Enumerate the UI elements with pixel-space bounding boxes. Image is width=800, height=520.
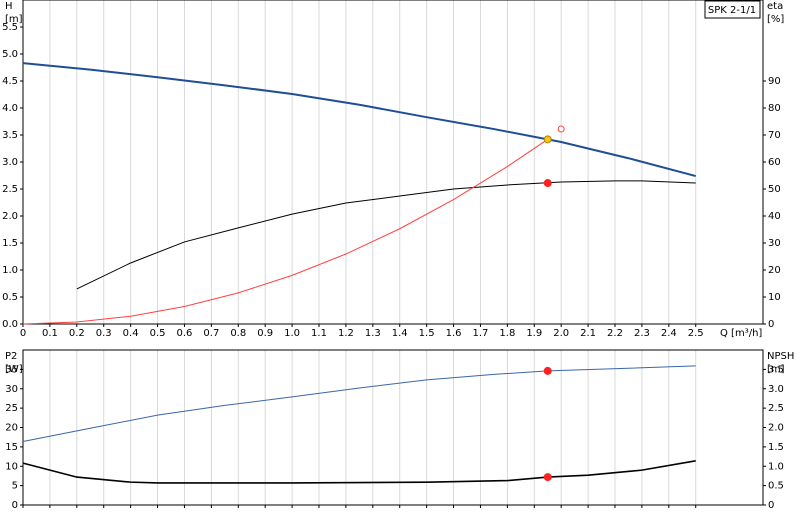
curve: [22, 460, 696, 484]
x-tick-label: 2.5: [688, 328, 704, 339]
x-tick-label: 2.0: [553, 328, 569, 339]
duty-point: [543, 473, 552, 482]
x-tick-label: 0.3: [96, 328, 112, 339]
y-tick-label: 4.5: [2, 76, 18, 87]
y-tick-label: 30: [5, 384, 18, 395]
x-tick-label: 1.3: [365, 328, 381, 339]
y2-tick-label: 3.5: [768, 364, 784, 375]
y2-tick-label: 80: [768, 103, 781, 114]
y2-tick-label: 0: [768, 319, 774, 330]
y-tick-label: 0.5: [2, 292, 18, 303]
x-tick-label: 1.1: [311, 328, 327, 339]
duty-point: [543, 135, 552, 144]
y2-tick-label: 30: [768, 238, 781, 249]
y-tick-label: 15: [5, 442, 18, 453]
y-tick-label: 1.5: [2, 238, 18, 249]
y-tick-label: 20: [5, 423, 18, 434]
y-tick-label: 25: [5, 403, 18, 414]
y-axis-label: H: [5, 1, 13, 12]
y-tick-label: 35: [5, 364, 18, 375]
y2-tick-label: 20: [768, 265, 781, 276]
y2-tick-label: 50: [768, 184, 781, 195]
y-tick-label: 5: [12, 481, 18, 492]
y-tick-label: 0.0: [2, 319, 18, 330]
tag: SPK 2-1/1: [708, 5, 756, 16]
y-tick-label: 2.0: [2, 211, 18, 222]
y2-tick-label: 90: [768, 76, 781, 87]
y2-axis-label: NPSH: [767, 351, 794, 362]
y2-axis-unit: [m]: [767, 364, 785, 375]
curve: [76, 180, 696, 290]
y-tick-label: 2.5: [2, 184, 18, 195]
x-tick-label: 2.2: [607, 328, 623, 339]
x-tick-label: 0.6: [177, 328, 193, 339]
y2-tick-label: 40: [768, 211, 781, 222]
x-tick-label: 0.1: [42, 328, 58, 339]
x-tick-label: 0.4: [123, 328, 139, 339]
y-tick-label: 3.5: [2, 130, 18, 141]
curve: [22, 62, 696, 178]
curve: [22, 138, 549, 325]
x-tick-label: 0: [20, 328, 26, 339]
y2-tick-label: 0: [768, 500, 774, 511]
y2-axis-unit: [%]: [767, 14, 784, 25]
x-tick-label: 1.4: [392, 328, 408, 339]
x-tick-label: 2.1: [580, 328, 596, 339]
x-tick-label: 0.2: [69, 328, 85, 339]
x-tick-label: 1.6: [446, 328, 462, 339]
curve: [22, 365, 696, 442]
y-axis-label: P2: [5, 351, 17, 362]
y-tick-label: 5.5: [2, 22, 18, 33]
y-tick-label: 5.0: [2, 49, 18, 60]
y-tick-label: 4.0: [2, 103, 18, 114]
x-tick-label: 1.2: [338, 328, 354, 339]
y2-tick-label: 2.0: [768, 423, 784, 434]
y-axis-unit: [W]: [5, 364, 23, 375]
y2-tick-label: 3.0: [768, 384, 784, 395]
x-tick-label: 0.9: [257, 328, 273, 339]
y2-tick-label: 60: [768, 157, 781, 168]
y-tick-label: 1.0: [2, 265, 18, 276]
y2-tick-label: 10: [768, 292, 781, 303]
duty-point: [557, 125, 565, 133]
y-tick-label: 0: [12, 500, 18, 511]
y2-tick-label: 0.5: [768, 481, 784, 492]
x-tick-label: 1.7: [473, 328, 489, 339]
x-axis-label: Q [m³/h]: [720, 328, 762, 339]
y-axis-unit: [m]: [5, 14, 23, 25]
y2-tick-label: 70: [768, 130, 781, 141]
x-tick-label: 0.5: [150, 328, 166, 339]
x-tick-label: 0.8: [230, 328, 246, 339]
x-tick-label: 1.0: [284, 328, 300, 339]
tag-box: [704, 0, 761, 19]
duty-point: [543, 366, 552, 375]
y-tick-label: 10: [5, 461, 18, 472]
y-tick-label: 3.0: [2, 157, 18, 168]
y2-axis-label: eta: [767, 1, 783, 12]
x-tick-label: 2.4: [661, 328, 677, 339]
x-tick-label: 2.3: [634, 328, 650, 339]
x-tick-label: 0.7: [203, 328, 219, 339]
duty-point: [543, 179, 552, 188]
x-tick-label: 1.9: [526, 328, 542, 339]
x-tick-label: 1.8: [499, 328, 515, 339]
y2-tick-label: 2.5: [768, 403, 784, 414]
y2-tick-label: 1.0: [768, 461, 784, 472]
y2-tick-label: 1.5: [768, 442, 784, 453]
x-tick-label: 1.5: [419, 328, 435, 339]
